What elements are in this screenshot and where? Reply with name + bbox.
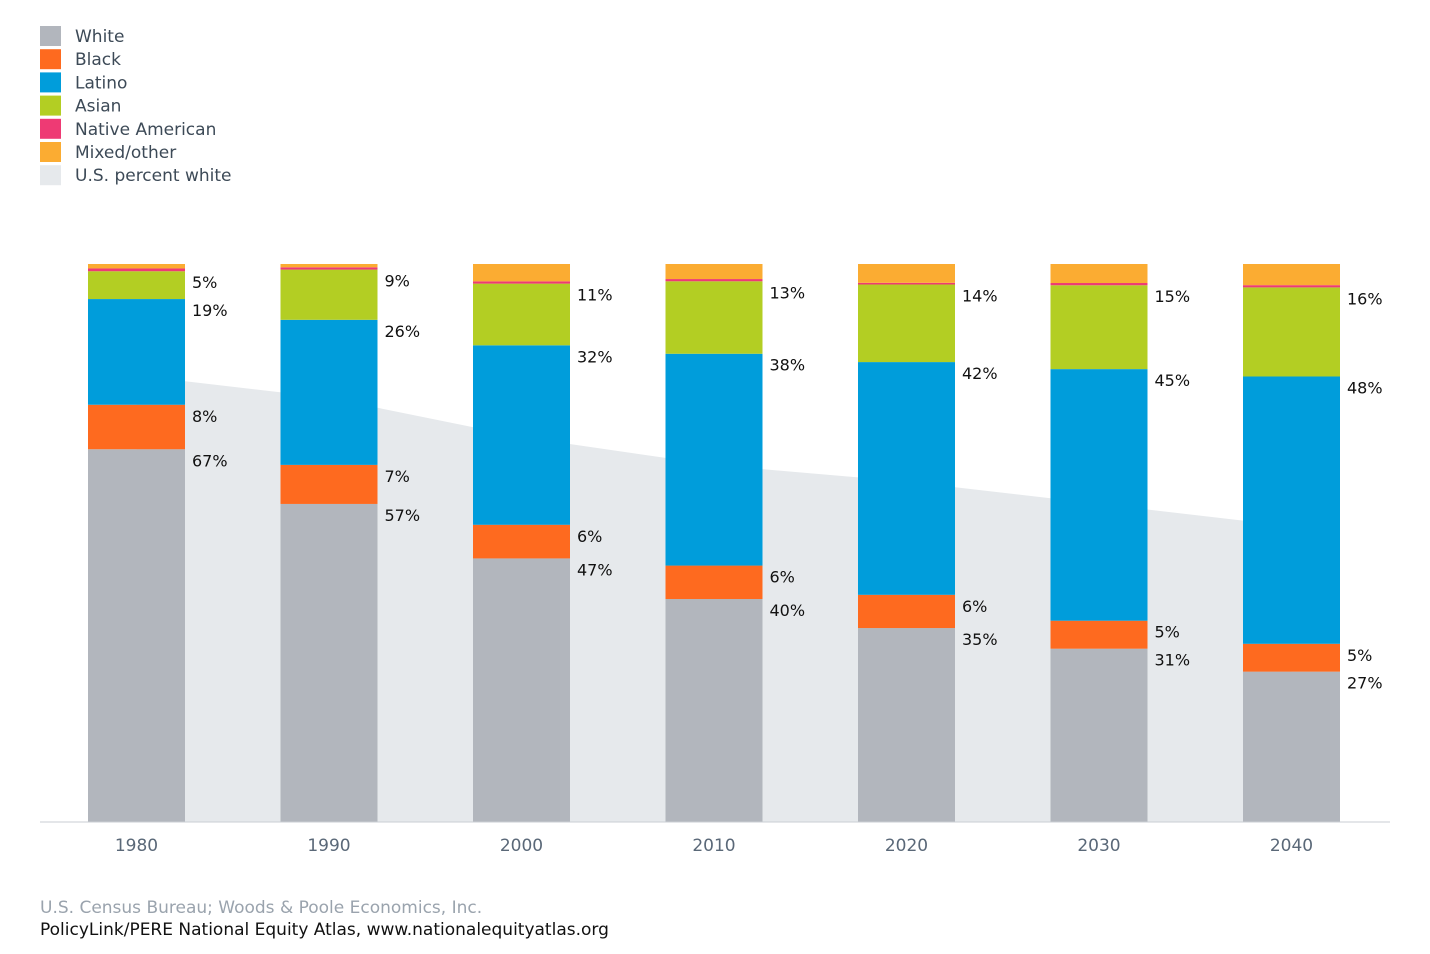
value-label-latino-2040: 48% [1347,379,1383,398]
bar-latino-2040 [1243,376,1340,644]
value-label-latino-2030: 45% [1155,371,1191,390]
source-line-1: U.S. Census Bureau; Woods & Poole Econom… [40,898,482,918]
bar-white-2020 [858,628,955,822]
bar-black-2040 [1243,643,1340,672]
value-label-black-2010: 6% [770,568,795,587]
bar-latino-2030 [1050,369,1148,621]
bar-asian-1990 [280,269,378,320]
value-label-white-1980: 67% [192,451,228,470]
x-tick-label-2000: 2000 [500,836,543,856]
value-label-latino-1980: 19% [192,301,228,320]
x-tick-label-1980: 1980 [115,836,158,856]
source-line-2: PolicyLink/PERE National Equity Atlas, w… [40,920,609,940]
bar-white-2010 [665,599,763,822]
bar-latino-2000 [473,345,570,525]
value-label-black-2040: 5% [1347,646,1372,665]
value-label-black-2030: 5% [1155,623,1180,642]
bar-native-american-2010 [665,279,763,282]
bar-white-1980 [88,449,185,822]
legend-swatch-native-american [40,118,61,139]
value-labels-layer: 67% 8% 19% 5% 57% 7% 26% 9% 47% 6% 32% 11% 40% 6% 38% 1… [192,272,1383,693]
x-axis-ticks: 1980 1990 2000 2010 2020 2030 2040 [115,836,1313,856]
bars-layer [88,264,1340,822]
legend-label-asian: Asian [75,97,121,117]
x-tick-label-2010: 2010 [692,836,735,856]
x-tick-label-2020: 2020 [885,836,928,856]
legend-label-black: Black [75,50,121,70]
bar-black-2030 [1050,620,1148,649]
value-label-latino-2000: 32% [577,347,613,366]
bar-black-1990 [280,464,378,504]
value-label-black-2020: 6% [962,597,987,616]
legend-label-white: White [75,27,124,47]
bar-black-2000 [473,524,570,559]
bar-black-2010 [665,565,763,600]
bar-native-american-2030 [1050,283,1148,286]
value-label-latino-1990: 26% [385,322,421,341]
x-tick-label-1990: 1990 [307,836,350,856]
bar-mixed-other-2020 [858,264,955,283]
bar-white-1990 [280,503,378,822]
bar-native-american-1990 [280,267,378,270]
value-label-asian-2010: 13% [770,283,806,302]
bar-mixed-other-1980 [88,264,185,269]
legend-swatch-white [40,26,61,46]
bar-white-2000 [473,558,570,822]
value-label-white-1990: 57% [385,506,421,525]
legend-swatch-u-s-percent-white [40,165,61,186]
legend-swatch-black [40,49,61,70]
legend-label-mixed-other: Mixed/other [75,143,176,163]
legend-swatch-mixed-other [40,142,61,162]
bar-native-american-2040 [1243,285,1340,288]
bar-latino-2020 [858,362,955,595]
value-label-black-1990: 7% [385,467,410,486]
value-label-latino-2020: 42% [962,364,998,383]
value-label-asian-1980: 5% [192,273,217,292]
value-label-black-1980: 8% [192,407,217,426]
bar-asian-1980 [88,271,185,300]
bar-asian-2020 [858,284,955,363]
legend-label-native-american: Native American [75,120,216,140]
bar-latino-1990 [280,319,378,465]
value-label-white-2040: 27% [1347,674,1383,693]
bar-white-2040 [1243,671,1340,822]
value-label-white-2030: 31% [1155,651,1191,670]
legend-label-u-s-percent-white: U.S. percent white [75,166,232,186]
bar-latino-2010 [665,353,763,566]
value-label-black-2000: 6% [577,527,602,546]
bar-asian-2040 [1243,287,1340,377]
bar-white-2030 [1050,648,1148,822]
legend-label-latino: Latino [75,73,127,93]
bar-native-american-2000 [473,281,570,284]
value-label-asian-2000: 11% [577,286,613,305]
bar-black-2020 [858,594,955,629]
bar-asian-2000 [473,283,570,346]
x-tick-label-2040: 2040 [1270,836,1313,856]
value-label-asian-2030: 15% [1155,287,1191,306]
value-label-latino-2010: 38% [770,356,806,375]
legend: White Black Latino Asian Native American Mixe… [40,26,232,186]
bar-latino-1980 [88,299,185,405]
bar-native-american-1980 [88,268,185,272]
value-label-white-2020: 35% [962,630,998,649]
value-label-white-2000: 47% [577,560,613,579]
bar-mixed-other-2040 [1243,264,1340,286]
bar-mixed-other-2010 [665,264,763,280]
bar-black-1980 [88,404,185,450]
value-label-asian-2020: 14% [962,287,998,306]
value-label-asian-1990: 9% [385,272,410,291]
bar-asian-2010 [665,281,763,354]
bar-native-american-2020 [858,282,955,285]
bar-mixed-other-2000 [473,264,570,282]
bar-mixed-other-2030 [1050,264,1148,284]
value-label-white-2010: 40% [770,601,806,620]
legend-swatch-asian [40,95,61,116]
bar-asian-2030 [1050,285,1148,370]
bar-mixed-other-1990 [280,264,378,268]
x-tick-label-2030: 2030 [1077,836,1120,856]
legend-swatch-latino [40,72,61,93]
value-label-asian-2040: 16% [1347,289,1383,308]
